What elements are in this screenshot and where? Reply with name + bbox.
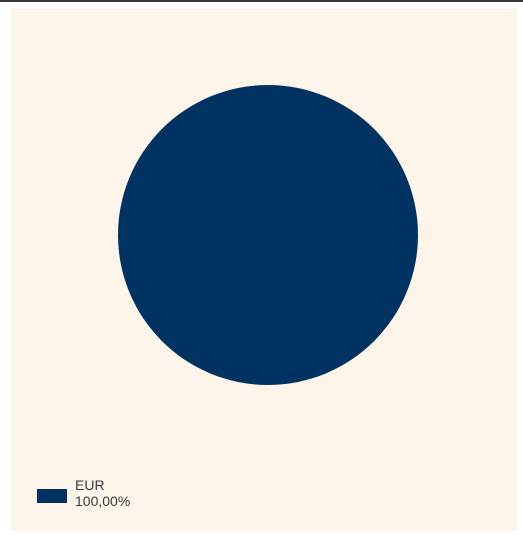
top-border bbox=[0, 0, 523, 2]
legend-value: 100,00% bbox=[75, 493, 131, 509]
chart-panel: EUR 100,00% bbox=[11, 9, 517, 531]
legend-swatch-eur bbox=[37, 489, 67, 503]
pie-slice-eur bbox=[118, 85, 418, 385]
legend-label: EUR bbox=[75, 477, 105, 493]
legend: EUR 100,00% bbox=[37, 477, 130, 509]
legend-entry-eur: EUR 100,00% bbox=[75, 477, 130, 509]
pie-chart bbox=[118, 85, 418, 385]
